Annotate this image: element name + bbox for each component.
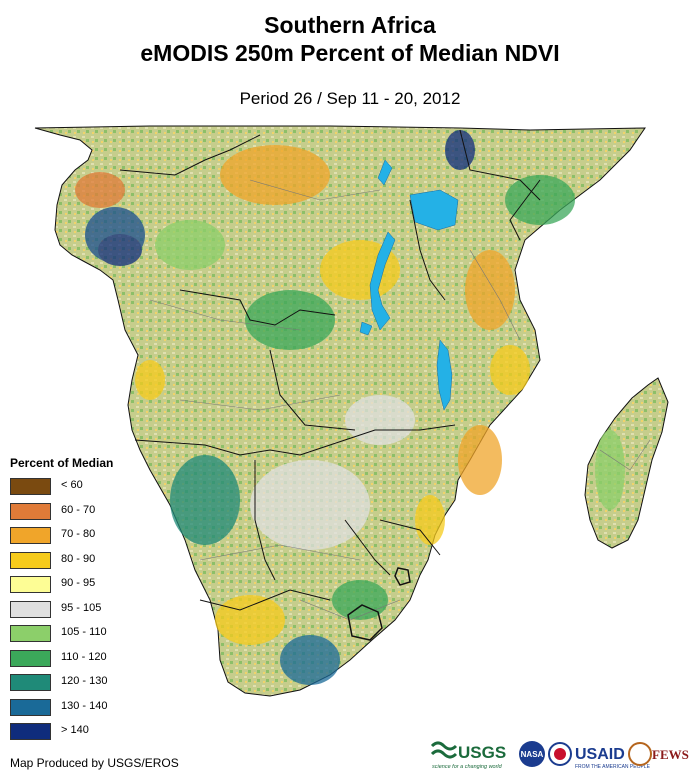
lesotho-border: [347, 604, 383, 641]
legend-swatch: [10, 674, 51, 691]
legend-item: 90 - 95: [10, 574, 113, 599]
legend-label: 80 - 90: [61, 552, 96, 565]
nasa-text: NASA: [521, 750, 544, 759]
usgs-logo: USGS science for a changing world: [430, 741, 506, 770]
map-credit: Map Produced by USGS/EROS: [10, 756, 179, 770]
legend-items: < 60 60 - 70 70 - 80 80 - 90 90 - 95 95 - 105…: [10, 476, 113, 746]
legend-item: 95 - 105: [10, 599, 113, 624]
map-period: Period 26 / Sep 11 - 20, 2012: [239, 89, 461, 108]
legend-item: > 140: [10, 721, 113, 746]
agency-logos: USGS science for a changing world NASA U…: [430, 741, 690, 770]
map-title-line2: eMODIS 250m Percent of Median NDVI: [140, 40, 560, 66]
lake-malawi: [436, 339, 453, 411]
legend-item: 105 - 110: [10, 623, 113, 648]
map-title-line1: Southern Africa: [264, 12, 436, 38]
legend-label: 120 - 130: [61, 675, 108, 687]
usgs-text: USGS: [458, 743, 506, 762]
ndvi-map: [34, 125, 669, 697]
legend-swatch: [10, 649, 51, 667]
legend-label: 90 - 95: [61, 577, 96, 589]
legend-title: Percent of Median: [10, 456, 114, 470]
legend-item: 130 - 140: [10, 697, 113, 722]
legend-item: 120 - 130: [10, 672, 113, 697]
legend-swatch: [10, 625, 51, 642]
legend-label: 105 - 110: [61, 626, 107, 638]
eswatini-border: [394, 567, 411, 586]
legend-label: 110 - 120: [61, 650, 107, 663]
legend-item: 60 - 70: [10, 501, 113, 526]
usaid-text: USAID: [575, 746, 625, 763]
legend-swatch: [10, 723, 51, 740]
legend-label: > 140: [61, 724, 89, 736]
lake-albert: [377, 159, 393, 186]
legend: Percent of Median < 60 60 - 70 70 - 80 80 -…: [10, 456, 113, 746]
legend-swatch: [10, 576, 51, 593]
nasa-logo: NASA: [519, 741, 545, 767]
lakes: [359, 159, 459, 411]
country-borders: [119, 129, 541, 611]
usaid-logo: USAID FROM THE AMERICAN PEOPLE: [548, 742, 651, 770]
legend-label: 60 - 70: [61, 503, 96, 516]
lake-victoria: [409, 189, 459, 231]
lake-mweru: [359, 321, 373, 336]
fewsnet-logo: FEWS NET: [628, 742, 690, 766]
usaid-tagline: FROM THE AMERICAN PEOPLE: [575, 764, 651, 770]
legend-swatch: [10, 478, 51, 495]
legend-item: 80 - 90: [10, 550, 113, 575]
legend-swatch: [10, 551, 51, 569]
legend-label: < 60: [61, 479, 83, 491]
legend-swatch: [10, 502, 51, 520]
admin-borders: [149, 179, 651, 621]
fews-text: FEWS NET: [652, 747, 690, 762]
legend-swatch: [10, 527, 51, 544]
legend-swatch: [10, 600, 51, 618]
legend-swatch: [10, 698, 51, 716]
legend-label: 95 - 105: [61, 601, 102, 614]
legend-item: 110 - 120: [10, 648, 113, 673]
legend-item: < 60: [10, 476, 113, 501]
legend-item: 70 - 80: [10, 525, 113, 550]
usgs-tagline: science for a changing world: [432, 764, 503, 770]
lake-tanganyika: [369, 231, 396, 331]
ndvi-anomaly-patches: [75, 130, 625, 685]
legend-label: 70 - 80: [61, 528, 96, 540]
legend-label: 130 - 140: [61, 699, 108, 712]
